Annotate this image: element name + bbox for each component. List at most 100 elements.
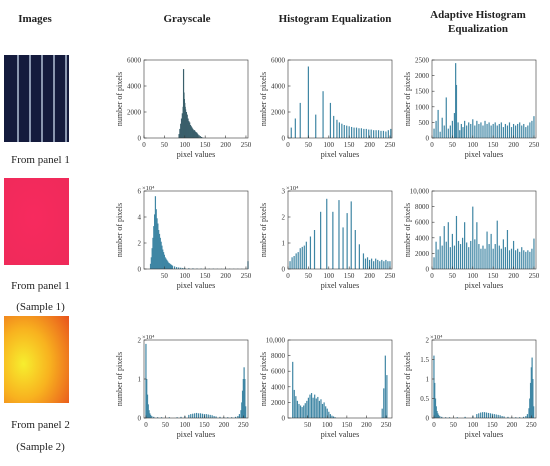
histogram-bar [530, 367, 532, 418]
histogram-bar [496, 125, 498, 138]
histogram-bar [207, 414, 209, 418]
histogram-bar [185, 109, 187, 138]
histogram-bar [436, 410, 438, 418]
y-tick-label: 2500 [415, 57, 430, 65]
histogram-bar [180, 118, 183, 138]
y-tick-label: 1.5 [420, 356, 429, 364]
histogram-bar [485, 412, 488, 418]
histogram-bar [380, 130, 382, 138]
histogram-bar [188, 414, 190, 418]
histogram-bar [377, 130, 380, 138]
histogram-bar [435, 120, 437, 138]
histogram-bar [306, 400, 308, 418]
histogram-bar [443, 125, 445, 138]
histogram-bar [453, 245, 456, 269]
y-tick-label: 0 [426, 135, 430, 143]
histogram-bar [188, 268, 190, 269]
x-tick-label: 0 [430, 141, 434, 149]
histogram-bar [455, 84, 458, 138]
histogram-bar [227, 417, 229, 418]
histogram-bar [441, 117, 443, 138]
histogram-bar [190, 126, 192, 138]
y-tick-label: 1 [426, 376, 430, 384]
histogram-bar [464, 222, 466, 269]
axes-frame [431, 190, 537, 270]
histogram-bar [447, 222, 449, 269]
y-tick-label: 4000 [415, 234, 430, 242]
histogram-bar [329, 102, 332, 138]
histogram-bar [187, 118, 189, 138]
histogram-bar [488, 244, 490, 269]
histogram-bar [525, 127, 527, 138]
histogram-bar [497, 414, 499, 418]
histogram-bar [312, 397, 314, 418]
histogram-bar [185, 112, 188, 138]
histogram-bar [470, 240, 472, 269]
histogram-bar [165, 258, 167, 269]
histogram-bar [455, 215, 458, 269]
axes-frame [143, 59, 249, 139]
y-axis-label: number of pixels [115, 203, 124, 257]
histogram-bar [195, 132, 197, 138]
histogram-bar [459, 244, 462, 269]
histogram-bar [490, 125, 492, 138]
histogram-bar [342, 227, 344, 269]
y-axis-label: number of pixels [259, 72, 268, 126]
x-tick-label: 100 [180, 272, 191, 280]
histogram-bar [154, 196, 157, 269]
x-tick-label: 250 [529, 272, 540, 280]
histogram-bar [303, 405, 305, 418]
histogram-bar [504, 123, 507, 138]
x-tick-label: 150 [487, 421, 498, 429]
histogram-bar [188, 121, 190, 138]
histogram-bar [437, 413, 439, 418]
histogram-bar [527, 250, 529, 269]
x-tick-label: 50 [305, 272, 313, 280]
histogram-bar [375, 258, 377, 269]
histogram-bar [201, 413, 204, 418]
histogram-bar [519, 417, 521, 418]
histogram-bar [495, 414, 497, 418]
histogram-bar [180, 267, 182, 269]
histogram-bar [472, 206, 474, 269]
histogram-bar [291, 257, 293, 269]
x-axis-label: pixel values [321, 281, 359, 290]
histogram-bar [502, 127, 504, 138]
histogram-bar [433, 355, 435, 418]
histogram-bar [433, 128, 435, 138]
histogram-bar [456, 417, 458, 418]
histogram-bar [150, 257, 152, 269]
histogram-bar [329, 414, 331, 418]
histogram-bar [466, 125, 468, 138]
histogram-bar [360, 128, 363, 138]
histogram-bar [441, 416, 443, 418]
x-tick-label: 0 [432, 421, 436, 429]
histogram-bar [166, 259, 168, 269]
histogram-bar [519, 251, 521, 269]
histogram-bar [532, 379, 534, 418]
histogram-bar [508, 122, 511, 138]
histogram-bar [438, 414, 440, 418]
y-axis-label: number of pixels [403, 203, 412, 257]
y-tick-label: 0 [426, 415, 430, 423]
plot-r2-histogram-equalization: 0 50 100 150 200 250 0 1 2 3 ×10⁴ pixel values numbe… [256, 183, 396, 301]
histogram-bar [499, 415, 501, 418]
histogram-bar [145, 343, 147, 418]
y-tick-label: 6000 [127, 57, 142, 65]
histogram-bar [483, 412, 486, 418]
y-exponent-label: ×10⁴ [286, 185, 299, 192]
x-axis-label: pixel values [321, 150, 359, 159]
histogram-bar [158, 230, 160, 269]
x-tick-label: 100 [324, 141, 335, 149]
plot-r1-histogram-equalization: 0 50 100 150 200 250 0 2000 4000 6000 pixel values… [256, 52, 396, 170]
row1-label: From panel 1 [11, 154, 70, 166]
histogram-bar [390, 128, 392, 138]
y-tick-label: 4000 [271, 383, 286, 391]
histogram-bar [297, 252, 299, 269]
histogram-bar [474, 125, 476, 138]
axes-frame [287, 190, 393, 270]
histogram-bar [500, 122, 502, 138]
histogram-bar [313, 230, 316, 269]
histogram-bar [478, 413, 480, 418]
histogram-bar [468, 122, 470, 138]
